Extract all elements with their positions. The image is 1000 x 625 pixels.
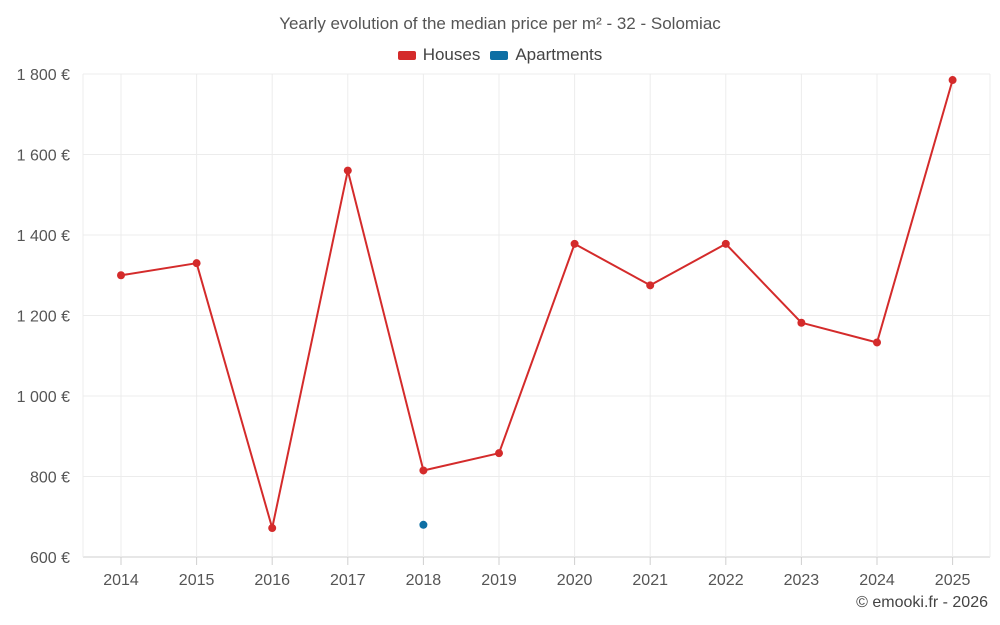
y-tick-label: 1 800 €	[17, 67, 70, 84]
data-point-houses	[495, 449, 503, 458]
legend-item-apartments[interactable]: Apartments	[490, 45, 602, 65]
data-point-apartments	[419, 520, 428, 529]
x-tick-label: 2018	[406, 572, 442, 589]
x-tick-label: 2024	[859, 572, 895, 589]
data-point-houses	[192, 259, 201, 268]
data-point-houses	[268, 524, 277, 533]
series-line-houses	[120, 79, 954, 529]
legend-swatch-houses	[397, 50, 416, 60]
y-tick-label: 600 €	[30, 550, 70, 567]
x-tick-label: 2016	[254, 572, 290, 589]
legend-label-houses: Houses	[422, 45, 481, 64]
x-tick-label: 2023	[784, 572, 820, 589]
credit-text: © emooki.fr - 2026	[856, 594, 988, 611]
data-point-houses	[343, 166, 352, 175]
y-tick-label: 1 600 €	[17, 148, 70, 165]
data-point-houses	[721, 239, 730, 248]
data-point-houses	[117, 271, 125, 280]
series	[117, 76, 957, 533]
y-tick-label: 1 000 €	[17, 389, 70, 406]
data-point-houses	[948, 76, 957, 85]
y-tick-label: 1 200 €	[17, 309, 70, 326]
data-point-houses	[419, 466, 428, 475]
legend: Houses Apartments	[0, 45, 1000, 65]
x-tick-label: 2014	[103, 572, 139, 589]
data-point-houses	[646, 281, 655, 290]
legend-swatch-apartments	[490, 50, 509, 60]
data-point-houses	[797, 318, 806, 327]
x-tick-label: 2025	[935, 572, 971, 589]
y-tick-label: 1 400 €	[17, 228, 70, 245]
data-point-houses	[873, 338, 881, 347]
x-tick-label: 2021	[632, 572, 668, 589]
y-tick-label: 800 €	[30, 470, 70, 487]
x-tick-label: 2017	[330, 572, 366, 589]
x-tick-label: 2019	[481, 572, 517, 589]
data-point-houses	[570, 239, 579, 248]
x-tick-label: 2020	[557, 572, 593, 589]
x-tick-label: 2022	[708, 572, 744, 589]
x-tick-label: 2015	[179, 572, 215, 589]
grid	[82, 73, 991, 558]
axes: 600 € 800 € 1 000 € 1 200 € 1 400 € 1 600 € 1 …	[17, 67, 971, 589]
legend-item-houses[interactable]: Houses	[397, 45, 481, 65]
chart-title: Yearly evolution of the median price per…	[279, 14, 721, 33]
legend-label-apartments: Apartments	[515, 45, 603, 64]
